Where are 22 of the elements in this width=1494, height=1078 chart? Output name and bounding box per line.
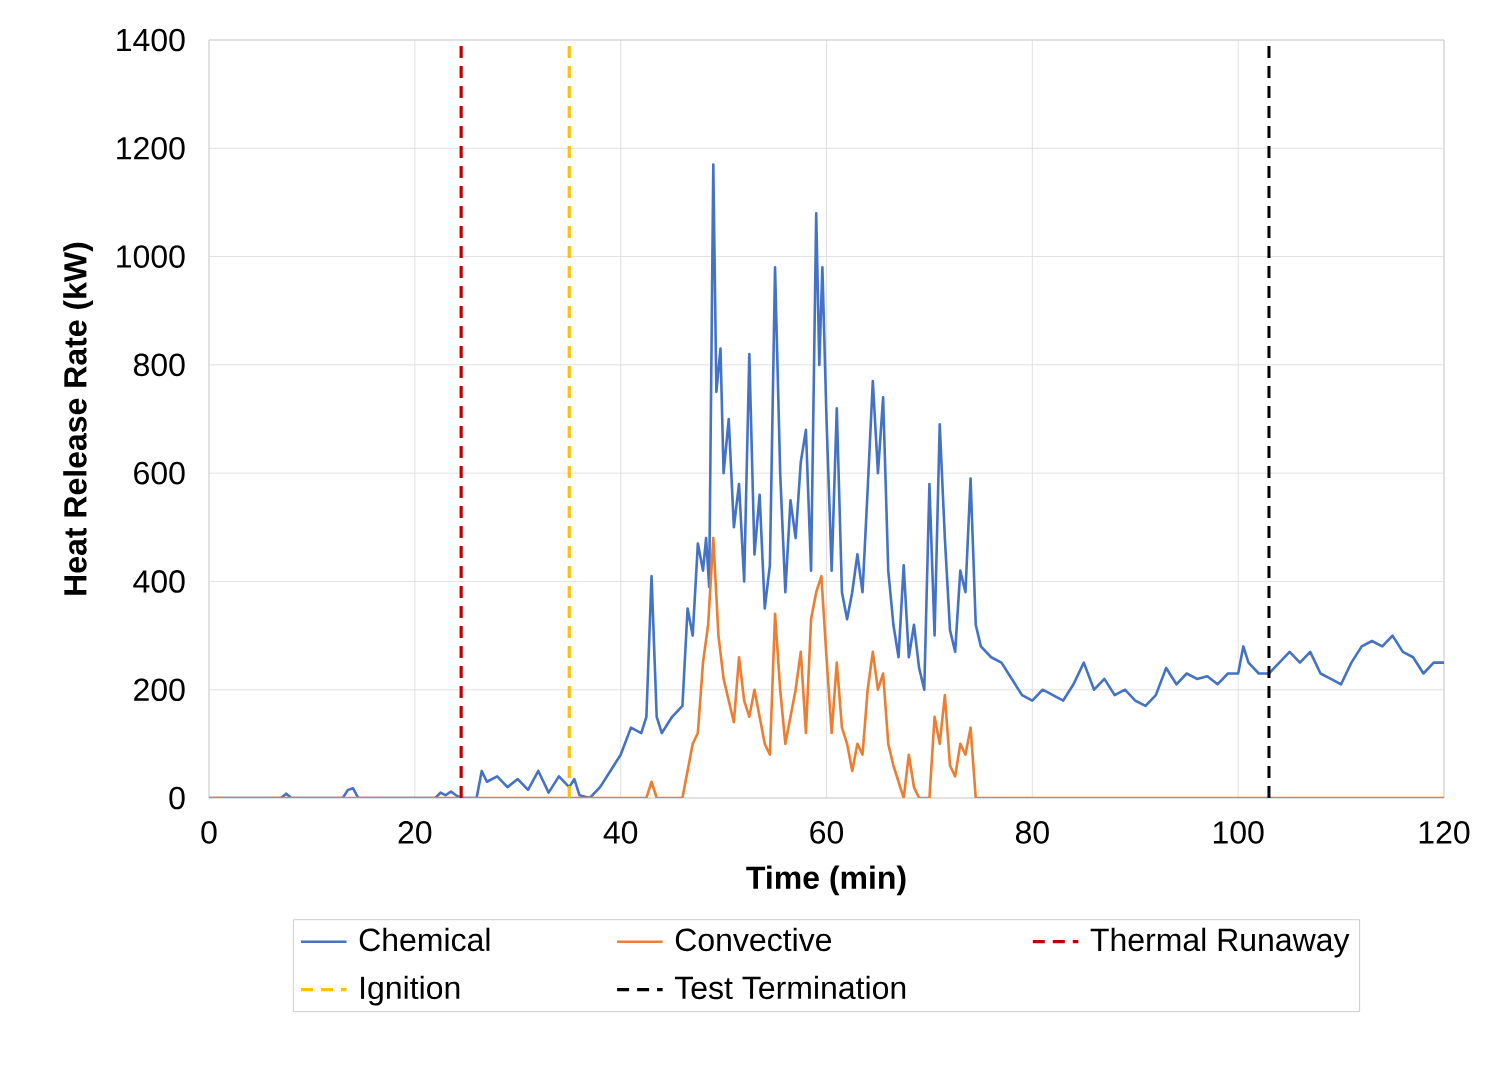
y-tick-label: 600 xyxy=(134,461,185,485)
legend-label: Thermal Runaway xyxy=(1090,927,1350,958)
x-tick-label: 60 xyxy=(810,821,844,844)
y-tick-label: 1400 xyxy=(117,28,185,52)
y-tick-label: 800 xyxy=(133,353,185,377)
x-tick-label: 20 xyxy=(398,821,432,844)
legend-label: Convective xyxy=(675,927,832,952)
y-tick-label: 200 xyxy=(134,678,185,702)
y-tick-label: 400 xyxy=(133,570,185,593)
x-axis-title: Time (min) xyxy=(746,865,906,896)
legend-label: Test Termination xyxy=(674,975,906,1000)
y-axis-title: Heat Release Rate (kW) xyxy=(63,242,94,595)
y-tick-label: 1000 xyxy=(117,245,185,268)
y-tick-label: 0 xyxy=(169,786,185,810)
legend-label: Ignition xyxy=(361,975,460,1006)
y-tick-label: 1200 xyxy=(117,136,185,160)
x-tick-label: 0 xyxy=(201,821,217,844)
x-tick-label: 80 xyxy=(1015,821,1049,844)
x-tick-label: 120 xyxy=(1419,821,1470,844)
x-tick-label: 100 xyxy=(1213,821,1264,844)
x-tick-label: 40 xyxy=(603,821,638,844)
legend-label: Chemical xyxy=(359,927,490,952)
